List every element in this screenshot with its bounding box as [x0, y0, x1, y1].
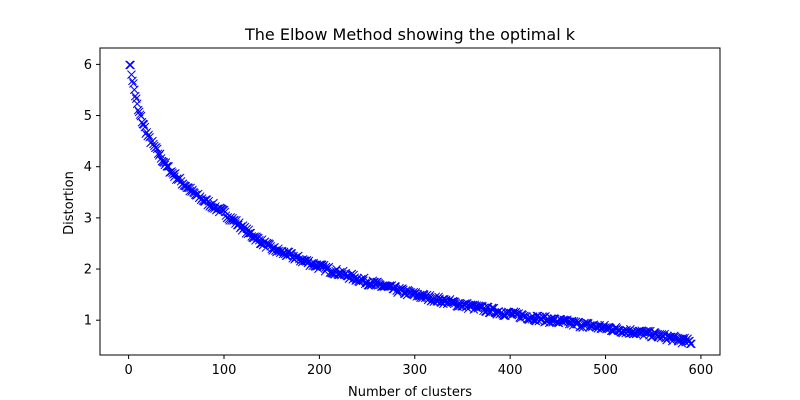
data-points	[125, 60, 696, 349]
data-point	[685, 336, 694, 346]
y-tick-label: 3	[84, 211, 92, 226]
data-point	[130, 91, 140, 101]
data-point	[139, 120, 149, 129]
data-point	[131, 94, 141, 103]
x-tick-label: 400	[498, 363, 523, 378]
data-point	[163, 161, 173, 171]
x-tick-label: 600	[689, 363, 714, 378]
data-point	[125, 60, 134, 70]
x-axis-label: Number of clusters	[348, 385, 472, 400]
data-point	[449, 297, 459, 307]
plot-frame	[99, 47, 721, 356]
data-point	[153, 149, 163, 159]
x-tick-label: 100	[212, 363, 237, 378]
y-tick-label: 2	[84, 263, 92, 278]
x-axis: 0 100 200 300 400 500 600	[124, 355, 713, 378]
data-point	[219, 205, 229, 215]
x-tick-label: 300	[402, 363, 427, 378]
data-point	[390, 282, 400, 291]
data-point	[175, 173, 185, 183]
data-point	[445, 295, 455, 304]
x-tick-label: 0	[124, 363, 132, 378]
x-tick-label: 200	[307, 363, 332, 378]
data-point	[434, 292, 443, 302]
data-point	[337, 269, 347, 279]
data-point	[144, 130, 153, 140]
y-axis: 1 2 3 4 5 6	[84, 58, 100, 329]
data-point	[128, 76, 137, 86]
data-point	[294, 251, 303, 261]
data-point	[148, 136, 157, 146]
data-point	[134, 107, 144, 117]
data-point	[133, 105, 143, 115]
data-point	[687, 339, 696, 349]
x-tick-label: 500	[593, 363, 618, 378]
chart-title: The Elbow Method showing the optimal k	[244, 25, 576, 44]
y-tick-label: 6	[84, 58, 92, 73]
data-point	[370, 277, 380, 287]
y-tick-label: 4	[84, 160, 92, 175]
y-tick-label: 1	[84, 314, 92, 329]
data-point	[686, 339, 695, 349]
data-point	[582, 318, 591, 328]
y-tick-label: 5	[84, 109, 92, 124]
data-point	[347, 269, 357, 279]
data-point	[606, 326, 616, 336]
y-axis-label: Distortion	[62, 171, 77, 235]
data-point	[126, 60, 135, 70]
